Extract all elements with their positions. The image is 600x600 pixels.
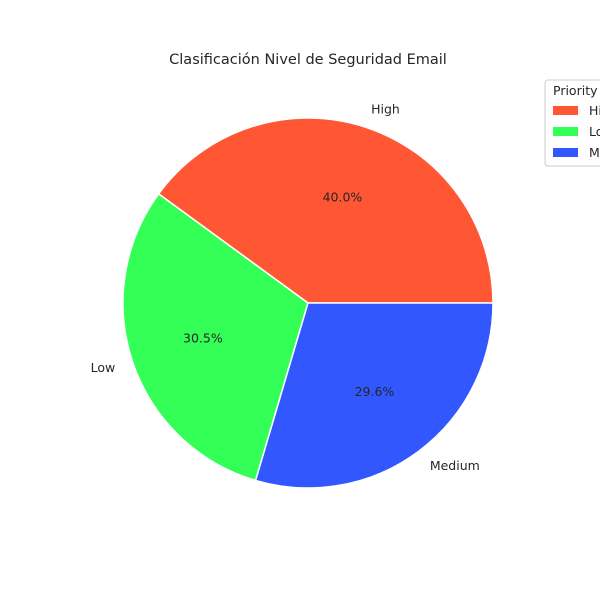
pie-slice-low [122,192,309,482]
legend: Priority High Low Medium [544,79,600,167]
pct-label-low: 30.5% [183,331,223,346]
slice-label-high: High [371,102,400,117]
legend-label-low: Low [589,124,600,139]
pie-slice-medium [254,302,494,489]
pie-slices [122,117,494,489]
legend-frame [544,79,600,167]
legend-title: Priority [553,83,598,98]
pie-slice-high [157,117,494,304]
pct-label-medium: 29.6% [355,384,395,399]
legend-swatch-high [553,106,578,115]
slice-label-low: Low [91,360,116,375]
legend-swatch-low [553,127,578,136]
legend-label-high: High [589,103,600,118]
legend-label-medium: Medium [589,145,600,160]
legend-swatch-medium [553,148,578,157]
legend-items: High Low Medium [553,103,600,160]
pct-label-high: 40.0% [323,189,363,204]
chart-title: Clasificación Nivel de Seguridad Email [169,52,447,68]
pie-labels: High 40.0% Low 30.5% Medium 29.6% [91,102,480,473]
slice-label-medium: Medium [430,458,480,473]
